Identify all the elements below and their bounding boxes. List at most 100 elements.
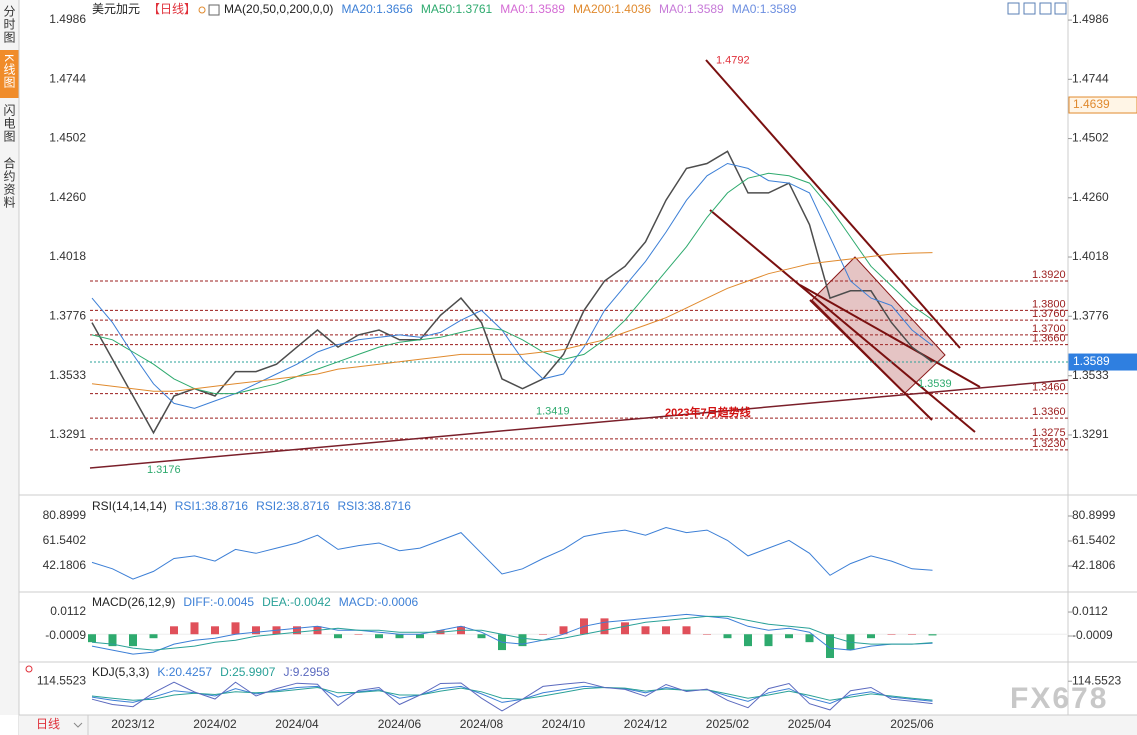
y-tick-label: 0.0112: [50, 604, 86, 618]
y-tick-label: 1.4744: [49, 71, 86, 85]
macd-bar: [887, 634, 896, 635]
level-label: 1.3460: [1032, 382, 1066, 394]
panel-title: 美元加元: [92, 2, 140, 16]
legend-entry: K:20.4257: [157, 665, 212, 679]
indicator-icon: [208, 4, 220, 16]
macd-bar: [908, 634, 916, 635]
sidebar-tab[interactable]: K线图: [2, 54, 16, 89]
y-tick-label-right: 1.4986: [1072, 12, 1109, 26]
macd-bar: [190, 622, 199, 635]
toolbar: [1007, 2, 1067, 15]
series-line: [91, 162, 933, 409]
macd-bar: [231, 622, 240, 635]
macd-bar: [88, 634, 96, 643]
macd-bar: [211, 626, 219, 635]
x-tick-label: 2023/12: [111, 717, 155, 731]
macd-bar: [170, 626, 178, 635]
legend-entry: MA20:1.3656: [341, 2, 413, 16]
series-line: [91, 685, 933, 705]
macd-bar: [375, 634, 383, 639]
channel-line: [709, 209, 976, 433]
series-line: [91, 252, 933, 392]
price-annotation: 1.3176: [147, 464, 181, 476]
y-tick-label: 1.3776: [49, 308, 86, 322]
legend-entry: J:9.2958: [283, 665, 329, 679]
legend-entry: RSI3:38.8716: [338, 499, 412, 513]
dropdown-icon[interactable]: [73, 722, 83, 728]
legend-entry: MA0:1.3589: [500, 2, 565, 16]
macd-bar: [334, 634, 342, 639]
y-tick-label-right: 1.3291: [1072, 427, 1109, 441]
macd-bar: [559, 626, 568, 635]
series-line: [91, 150, 933, 435]
y-tick-label: 114.5523: [37, 673, 86, 687]
watermark: FX678: [1010, 682, 1108, 715]
level-label: 1.3660: [1032, 333, 1066, 345]
macd-bar: [477, 634, 486, 639]
panel-title: RSI(14,14,14): [92, 499, 167, 513]
price-tag-box: [1068, 96, 1137, 114]
level-label: 1.3920: [1032, 269, 1066, 281]
legend-entry: RSI1:38.8716: [175, 499, 249, 513]
y-tick-label: 1.4260: [49, 190, 86, 204]
macd-bar: [108, 634, 117, 647]
x-tick-label: 2025/04: [788, 717, 832, 731]
series-line: [91, 172, 933, 395]
y-tick-label: 1.3291: [49, 427, 86, 441]
macd-bar: [129, 634, 137, 647]
y-tick-label-right: 61.5402: [1072, 533, 1116, 547]
x-tick-label: 2024/10: [542, 717, 586, 731]
sidebar-tab[interactable]: 合约资料: [2, 156, 16, 209]
macd-bar: [600, 618, 609, 635]
tool-icon[interactable]: [1023, 2, 1036, 15]
level-label: 1.3230: [1032, 438, 1066, 450]
macd-bar: [805, 634, 814, 643]
y-tick-label-right: 1.4744: [1072, 71, 1109, 85]
y-tick-label-right: 1.4502: [1072, 131, 1109, 145]
y-tick-label-right: 1.4260: [1072, 190, 1109, 204]
channel-line: [799, 284, 981, 388]
y-tick-label: 42.1806: [43, 558, 87, 572]
macd-bar: [764, 634, 773, 647]
legend-entry: RSI2:38.8716: [256, 499, 330, 513]
sidebar: [0, 0, 19, 715]
y-tick-label: 1.4018: [49, 249, 86, 263]
x-tick-label: 2025/06: [890, 717, 934, 731]
y-tick-label-right: 114.5523: [1072, 673, 1121, 687]
x-tick-label: 2025/02: [706, 717, 750, 731]
eye-icon: [198, 6, 206, 14]
macd-bar: [662, 626, 670, 635]
macd-bar: [682, 626, 691, 635]
y-tick-label-right: -0.0009: [1072, 628, 1113, 642]
y-tick-label-right: 80.8999: [1072, 508, 1116, 522]
macd-bar: [867, 634, 875, 639]
series-line: [91, 681, 933, 712]
legend-entry: MA0:1.3589: [732, 2, 797, 16]
level-label: 1.3275: [1032, 427, 1066, 439]
legend-entry: MA0:1.3589: [659, 2, 724, 16]
legend-entry: MA50:1.3761: [421, 2, 493, 16]
tool-icon[interactable]: [1054, 2, 1067, 15]
macd-bar: [539, 634, 547, 635]
channel-line: [705, 59, 961, 349]
panel-title: MACD(26,12,9): [92, 595, 175, 609]
bottom-bar: [19, 715, 1137, 735]
macd-bar: [928, 634, 937, 636]
settings-icon[interactable]: [25, 665, 33, 673]
macd-bar: [416, 634, 424, 639]
tool-icon[interactable]: [1007, 2, 1020, 15]
legend-entry: DIFF:-0.0045: [183, 595, 254, 609]
sidebar-tab[interactable]: 闪电图: [2, 104, 16, 143]
y-tick-label: 61.5402: [43, 533, 87, 547]
price-tag-box: [1068, 353, 1137, 371]
y-tick-label-right: 0.0112: [1072, 604, 1108, 618]
period-selector[interactable]: 日线: [36, 717, 60, 731]
series-line: [91, 526, 933, 580]
sidebar-tab[interactable]: 分时图: [2, 5, 16, 44]
macd-bar: [395, 634, 404, 639]
macd-bar: [252, 626, 260, 635]
macd-bar: [703, 634, 711, 635]
tool-icon[interactable]: [1039, 2, 1052, 15]
macd-bar: [744, 634, 752, 647]
